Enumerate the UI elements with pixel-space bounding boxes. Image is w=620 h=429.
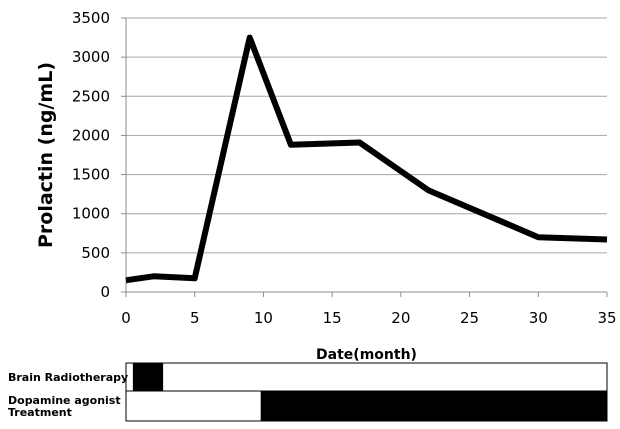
y-tick-label: 500	[81, 244, 110, 262]
y-axis-title: Prolactin (ng/mL)	[35, 62, 57, 248]
y-tick-label: 3000	[72, 48, 110, 66]
y-tick-label: 0	[100, 283, 110, 301]
y-tick-label: 3500	[72, 9, 110, 27]
y-tick-label: 2500	[72, 87, 110, 105]
treatment-timeline: Brain Radiotherapy Dopamine agonistTreatm…	[8, 362, 608, 422]
x-tick-label: 35	[597, 309, 616, 327]
treatment-label: Treatment	[8, 406, 72, 419]
treatment-bar	[260, 391, 607, 421]
treatment-label: Brain Radiotherapy	[8, 371, 128, 384]
treatment-bar	[132, 363, 164, 391]
y-tick-label: 1000	[72, 205, 110, 223]
x-tick-label: 30	[529, 309, 548, 327]
x-tick-label: 15	[323, 309, 342, 327]
x-tick-label: 0	[121, 309, 131, 327]
y-tick-label: 2000	[72, 126, 110, 144]
treatment-row-box	[125, 362, 608, 392]
y-tick-labels: 0 500 1000 1500 2000 2500 3000 3500	[72, 9, 110, 301]
x-tick-label: 5	[190, 309, 200, 327]
axes	[121, 17, 608, 297]
x-tick-label: 25	[460, 309, 479, 327]
gridlines	[126, 17, 607, 254]
treatment-label: Dopamine agonist	[8, 394, 121, 407]
x-tick-label: 20	[391, 309, 410, 327]
x-axis-title: Date(month)	[316, 347, 417, 363]
series-layer	[125, 34, 608, 284]
x-tick-label: 10	[254, 309, 273, 327]
prolactin-line	[125, 34, 608, 284]
y-tick-label: 1500	[72, 166, 110, 184]
x-tick-labels: 0 5 10 15 20 25 30 35	[121, 309, 616, 327]
